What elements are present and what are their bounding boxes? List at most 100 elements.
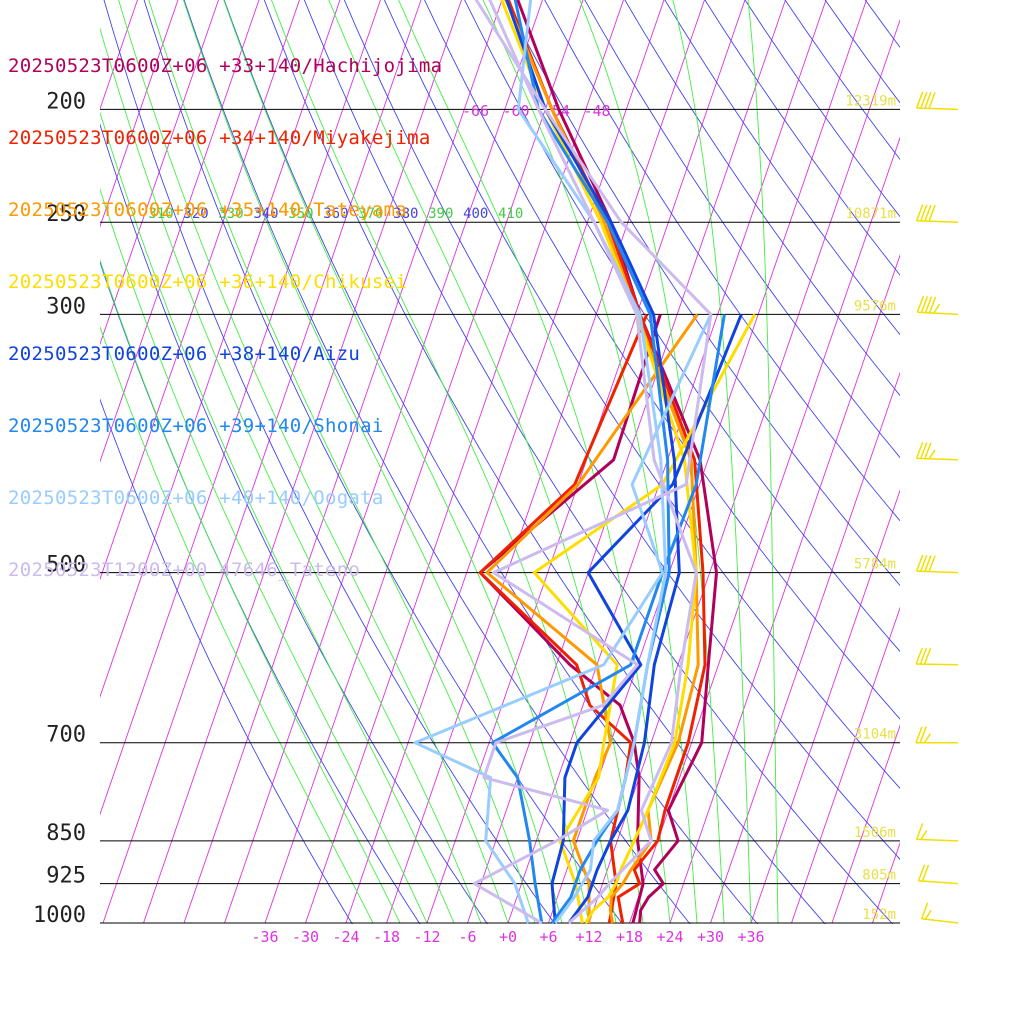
temperature-line (500, 0, 698, 924)
isotherm-line (750, 489, 900, 924)
temperature-tick-label: -12 (413, 928, 440, 946)
temperature-line (516, 0, 668, 924)
temperature-tick-label: +24 (656, 928, 683, 946)
isotherm-line (100, 0, 300, 581)
wind-barb-tick (915, 726, 923, 743)
isotherm-line (100, 0, 260, 463)
isotherm-line (548, 0, 867, 924)
temperature-tick-label: +6 (539, 928, 557, 946)
theta-labels: 310 320 330 340 350 360 370 380 390 400 410 (148, 206, 523, 222)
wind-barb-tick (928, 555, 936, 572)
temperature-line (516, 0, 718, 924)
temperature-tick-label: -24 (332, 928, 359, 946)
moist-adiabat-line (747, 0, 779, 923)
temperature-tick-label: -36 (251, 928, 278, 946)
wind-barb-tick (921, 864, 930, 882)
dewpoint-line (491, 314, 726, 924)
pressure-label: 1000 (33, 903, 86, 928)
series-group (472, 0, 713, 924)
isotherm-line (831, 724, 900, 924)
wind-barb-tick (915, 554, 924, 572)
wind-barb-shaft (918, 879, 959, 885)
wind-barb-tick (928, 204, 936, 222)
isotherm-line (386, 0, 705, 924)
wind-barb-tick (928, 296, 937, 314)
wind-barb-tick (924, 442, 932, 459)
dry-adiabat-line (383, 0, 900, 790)
wind-barb (915, 91, 959, 111)
isotherm-line (345, 0, 665, 924)
legend-entry-shonai: 20250523T0600Z+06 +39+140/Shonai (8, 415, 384, 437)
theta-label: 370 (358, 206, 383, 222)
dry-adiabat-line (784, 0, 900, 161)
pressure-labels: 1001502002503005007008509251000 (33, 89, 86, 928)
dewpoint-line (478, 313, 649, 924)
height-label: 5784m (854, 557, 896, 573)
wind-barb-tick (915, 823, 924, 840)
wind-barb-tick (920, 442, 928, 459)
theta-label: 320 (183, 206, 208, 222)
wind-barb-tick (923, 647, 932, 665)
height-label: 152m (862, 907, 896, 923)
temperature-tick-label: -18 (373, 928, 400, 946)
theta-label: 310 (148, 206, 173, 222)
theta-label: 350 (288, 206, 313, 222)
temperature-line (504, 0, 700, 924)
dry-adiabat-line (704, 0, 900, 276)
dry-adiabat-line (504, 0, 900, 587)
temperature-line (505, 0, 681, 924)
wind-barb-shaft (921, 918, 959, 924)
legend-entry-chikusei: 20250523T0600Z+06 +36+140/Chikusei (8, 271, 408, 293)
wind-barb (920, 902, 959, 924)
wind-barb-shaft (916, 457, 959, 461)
isotherm-line (710, 371, 900, 924)
wind-barb (915, 442, 959, 461)
wind-barb-tick (933, 303, 941, 314)
isotherm-line (791, 606, 900, 924)
wind-barb-tick (915, 647, 923, 665)
isotherm-line (100, 0, 138, 111)
sounding-series (413, 0, 757, 924)
isotherm-line (143, 0, 462, 924)
wind-barb-tick (924, 91, 932, 109)
isotherm-line (224, 0, 543, 924)
wind-barb (915, 726, 958, 744)
wind-barb-shaft (916, 107, 959, 111)
wind-barb-tick (920, 204, 928, 222)
upper-isotherm-label: -48 (583, 102, 610, 120)
wind-barb-tick (924, 296, 933, 313)
dry-adiabat-line (103, 0, 556, 924)
wind-barb-tick (917, 864, 926, 881)
theta-label: 410 (498, 206, 523, 222)
isotherm-line (669, 253, 900, 924)
temperature-tick-label: +30 (697, 928, 724, 946)
temperature-line (506, 0, 707, 924)
wind-barb-tick (919, 726, 927, 743)
wind-barb-tick (915, 442, 924, 459)
upper-isotherm-label: -66 (462, 102, 489, 120)
theta-label: 390 (428, 206, 453, 222)
isotherm-line (872, 841, 900, 924)
isotherm-line (100, 0, 179, 228)
dewpoint-line (485, 313, 699, 924)
legend-entry-tateno: 20250523T1200Z+00 47646_Tateno (8, 559, 361, 581)
dry-adiabat-line (584, 0, 900, 459)
isotherm-line (426, 0, 746, 924)
dry-adiabat-line (424, 0, 900, 720)
height-label: 3104m (854, 727, 896, 743)
wind-barb (916, 295, 959, 316)
wind-barb-tick (915, 204, 924, 222)
wind-barbs (915, 91, 959, 924)
isotherm-line (305, 0, 624, 924)
height-label: 12319m (845, 93, 896, 109)
wind-barb (915, 647, 959, 666)
isotherm-line (100, 0, 381, 816)
wind-barb-tick (920, 296, 929, 313)
temperature-tick-label: -30 (292, 928, 319, 946)
wind-barb-shaft (916, 663, 959, 666)
wind-barb-tick (924, 909, 932, 920)
wind-barb-shaft (916, 838, 959, 842)
dewpoint-line (413, 313, 713, 924)
wind-barb (915, 204, 959, 223)
wind-barb-shaft (917, 311, 959, 316)
